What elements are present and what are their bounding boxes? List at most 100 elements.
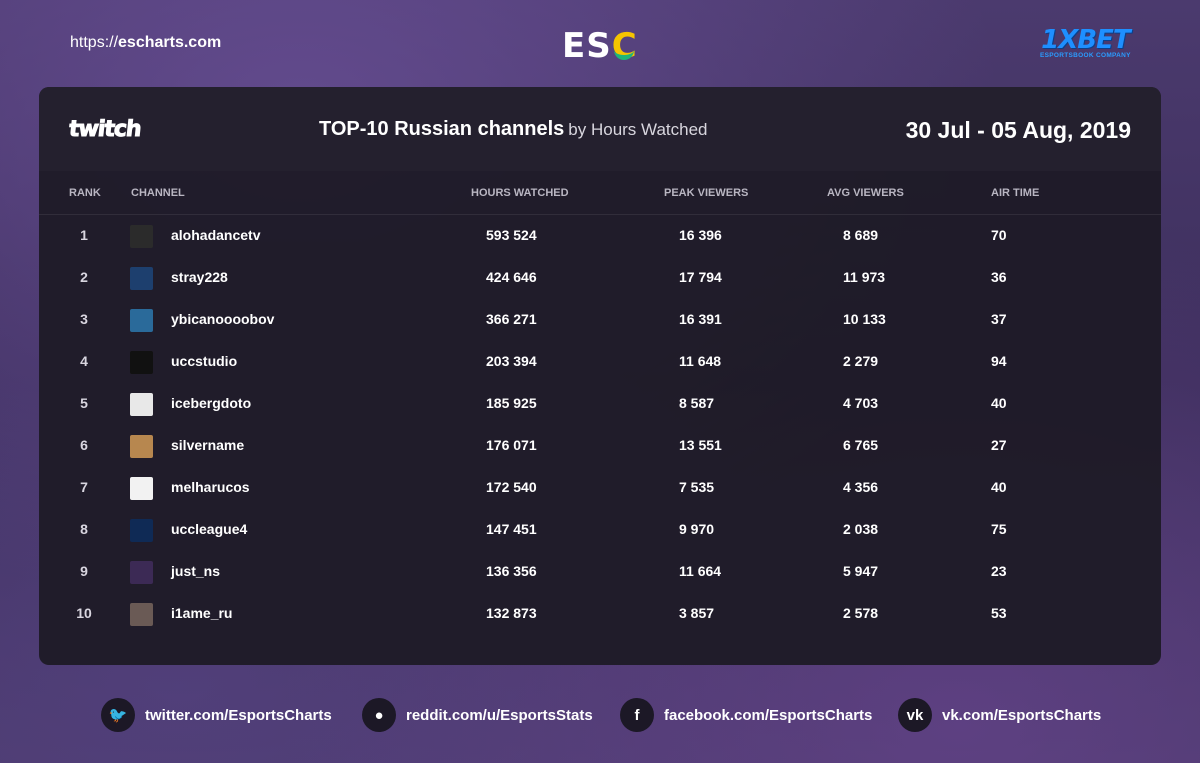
site-url[interactable]: https://escharts.com (70, 34, 221, 52)
channel-avatar (130, 477, 153, 500)
hours-watched-cell: 366 271 (486, 311, 537, 327)
avg-viewers-cell: 2 038 (843, 521, 879, 537)
hours-watched-cell: 172 540 (486, 479, 537, 495)
table-row[interactable]: 6 silvername 176 071 13 551 6 765 27 (39, 425, 1161, 467)
table-row[interactable]: 5 icebergdoto 185 925 8 587 4 703 40 (39, 383, 1161, 425)
table-row[interactable]: 2 stray228 424 646 17 794 11 973 36 (39, 257, 1161, 299)
channel-name: alohadancetv (171, 227, 261, 243)
avg-viewers-cell: 6 765 (843, 437, 879, 453)
avg-viewers-cell: 2 279 (843, 353, 879, 369)
channel-avatar (130, 225, 153, 248)
rank-cell: 9 (80, 563, 88, 579)
channel-avatar (130, 351, 153, 374)
rank-cell: 7 (80, 479, 88, 495)
table-row[interactable]: 8 uccleague4 147 451 9 970 2 038 75 (39, 509, 1161, 551)
channel-name: uccleague4 (171, 521, 248, 537)
avg-viewers-cell: 11 973 (843, 269, 886, 285)
sponsor-logo: 1XBET ESPORTSBOOK COMPANY (1040, 27, 1131, 59)
air-time-cell: 70 (991, 227, 1007, 243)
facebook-link[interactable]: f facebook.com/EsportsCharts (620, 697, 872, 733)
channel-name: ybicanoooobov (171, 311, 275, 327)
air-time-cell: 53 (991, 605, 1007, 621)
channel-avatar (130, 267, 153, 290)
twitter-icon: 🐦 (101, 698, 135, 732)
rank-cell: 2 (80, 269, 88, 285)
rank-cell: 5 (80, 395, 88, 411)
esc-logo-c: C (611, 26, 638, 66)
peak-viewers-cell: 7 535 (679, 479, 715, 495)
table-row[interactable]: 3 ybicanoooobov 366 271 16 391 10 133 37 (39, 299, 1161, 341)
col-hours-watched: HOURS WATCHED (471, 187, 569, 199)
channel-name: icebergdoto (171, 395, 252, 411)
peak-viewers-cell: 8 587 (679, 395, 715, 411)
social-link-text: facebook.com/EsportsCharts (664, 706, 873, 724)
reddit-icon: ● (362, 698, 396, 732)
table-row[interactable]: 4 uccstudio 203 394 11 648 2 279 94 (39, 341, 1161, 383)
avg-viewers-cell: 5 947 (843, 563, 879, 579)
table-row[interactable]: 1 alohadancetv 593 524 16 396 8 689 70 (39, 215, 1161, 257)
air-time-cell: 40 (991, 395, 1007, 411)
ranking-card: twitch TOP-10 Russian channels by Hours W… (39, 87, 1161, 665)
rank-cell: 8 (80, 521, 88, 537)
site-url-prefix: https:// (70, 34, 119, 51)
channel-avatar (130, 519, 153, 542)
social-link-text: reddit.com/u/EsportsStats (406, 706, 593, 724)
card-title: TOP-10 Russian channels by Hours Watched (319, 118, 708, 141)
peak-viewers-cell: 3 857 (679, 605, 715, 621)
twitter-link[interactable]: 🐦 twitter.com/EsportsCharts (101, 697, 332, 733)
col-air-time: AIR TIME (991, 187, 1040, 199)
card-header: twitch TOP-10 Russian channels by Hours W… (39, 87, 1161, 171)
twitch-logo: twitch (67, 117, 142, 143)
facebook-icon: f (620, 698, 654, 732)
air-time-cell: 23 (991, 563, 1007, 579)
rank-cell: 1 (80, 227, 88, 243)
card-subtitle: by Hours Watched (568, 120, 708, 139)
card-title-main: TOP-10 Russian channels (319, 118, 565, 140)
avg-viewers-cell: 8 689 (843, 227, 879, 243)
site-url-domain: escharts.com (118, 34, 222, 51)
peak-viewers-cell: 11 664 (679, 563, 722, 579)
col-rank: RANK (69, 187, 101, 199)
hours-watched-cell: 185 925 (486, 395, 537, 411)
reddit-link[interactable]: ● reddit.com/u/EsportsStats (362, 697, 593, 733)
channel-name: just_ns (171, 563, 221, 579)
avg-viewers-cell: 4 356 (843, 479, 879, 495)
esc-logo: ESC (562, 26, 638, 66)
avg-viewers-cell: 2 578 (843, 605, 879, 621)
air-time-cell: 36 (991, 269, 1007, 285)
channel-name: melharucos (171, 479, 250, 495)
channel-avatar (130, 603, 153, 626)
channel-name: stray228 (171, 269, 228, 285)
peak-viewers-cell: 9 970 (679, 521, 715, 537)
hours-watched-cell: 147 451 (486, 521, 537, 537)
channel-avatar (130, 393, 153, 416)
air-time-cell: 37 (991, 311, 1007, 327)
channel-name: silvername (171, 437, 245, 453)
vk-link[interactable]: vk vk.com/EsportsCharts (898, 697, 1101, 733)
social-link-text: twitter.com/EsportsCharts (145, 706, 332, 724)
col-avg-viewers: AVG VIEWERS (827, 187, 904, 199)
air-time-cell: 94 (991, 353, 1007, 369)
rank-cell: 6 (80, 437, 88, 453)
vk-icon: vk (898, 698, 932, 732)
date-range: 30 Jul - 05 Aug, 2019 (905, 117, 1131, 143)
avg-viewers-cell: 10 133 (843, 311, 886, 327)
air-time-cell: 27 (991, 437, 1007, 453)
air-time-cell: 75 (991, 521, 1007, 537)
table-row[interactable]: 10 i1ame_ru 132 873 3 857 2 578 53 (39, 593, 1161, 635)
peak-viewers-cell: 16 396 (679, 227, 722, 243)
channel-avatar (130, 309, 153, 332)
rank-cell: 10 (76, 605, 92, 621)
table-row[interactable]: 9 just_ns 136 356 11 664 5 947 23 (39, 551, 1161, 593)
hours-watched-cell: 176 071 (486, 437, 537, 453)
social-link-text: vk.com/EsportsCharts (942, 706, 1102, 724)
rank-cell: 3 (80, 311, 88, 327)
table-header: RANK CHANNEL HOURS WATCHED PEAK VIEWERS … (39, 171, 1161, 215)
peak-viewers-cell: 16 391 (679, 311, 722, 327)
hours-watched-cell: 132 873 (486, 605, 537, 621)
esc-logo-es: ES (562, 26, 612, 66)
channel-name: i1ame_ru (171, 605, 233, 621)
hours-watched-cell: 203 394 (486, 353, 537, 369)
hours-watched-cell: 593 524 (486, 227, 537, 243)
table-row[interactable]: 7 melharucos 172 540 7 535 4 356 40 (39, 467, 1161, 509)
